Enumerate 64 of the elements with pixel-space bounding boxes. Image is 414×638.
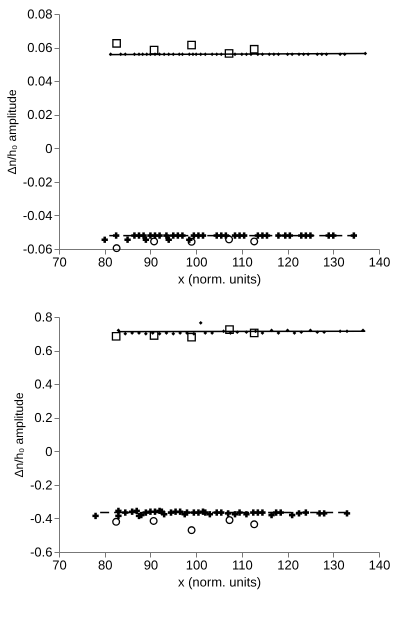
x-tick-label: 100 (186, 558, 208, 572)
y-tick-label: 0 (45, 444, 52, 459)
point (250, 520, 258, 528)
y-tick-label: 0.8 (34, 310, 52, 324)
point (250, 44, 259, 54)
y-tick-label: -0.02 (22, 174, 52, 190)
x-tick-label: 90 (144, 558, 158, 572)
point (187, 332, 196, 342)
x-axis-title: x (norm. units) (178, 272, 262, 286)
point (150, 331, 158, 340)
y-tick-label: 0.06 (27, 40, 52, 56)
y-tick-label: 0.4 (34, 376, 52, 392)
x-tick-label: 140 (368, 558, 390, 572)
point (150, 516, 158, 525)
x-tick-label: 80 (98, 254, 112, 270)
x-tick-label: 70 (52, 254, 67, 270)
point (112, 518, 120, 526)
x-tick-label: 120 (277, 558, 299, 572)
y-axis-title: Δn/h₀ amplitude (12, 392, 26, 478)
point (112, 332, 120, 341)
point (187, 40, 196, 50)
y-tick-label: 0 (45, 140, 52, 156)
point (224, 49, 234, 58)
y-tick-label: -0.06 (22, 242, 52, 256)
x-axis-title: x (norm. units) (178, 574, 262, 590)
point (206, 511, 214, 518)
point (166, 236, 172, 243)
x-tick-label: 130 (322, 558, 345, 572)
x-tick-label: 140 (368, 254, 390, 270)
y-tick-label: -0.2 (30, 477, 52, 492)
y-tick-label: 0.2 (34, 410, 52, 426)
point (124, 236, 131, 243)
point (250, 237, 258, 246)
point (288, 512, 296, 518)
x-tick-label: 130 (322, 254, 345, 270)
point (150, 237, 158, 246)
y-tick-label: 0.08 (27, 6, 52, 22)
y-axis-title: Δn/h₀ amplitude (4, 89, 19, 175)
point (226, 516, 234, 524)
x-tick-label: 90 (144, 254, 158, 270)
x-tick-label: 110 (232, 558, 253, 572)
point (142, 236, 150, 243)
point (150, 46, 158, 54)
point (188, 526, 196, 534)
point (112, 39, 121, 48)
point (144, 332, 148, 336)
point (225, 325, 234, 334)
y-tick-label: -0.4 (30, 510, 52, 526)
y-tick-label: 0.02 (27, 107, 52, 122)
point (134, 508, 140, 514)
y-tick-label: -0.04 (22, 208, 52, 223)
y-tick-label: 0.04 (27, 74, 52, 89)
x-tick-label: 110 (232, 254, 253, 270)
point (112, 244, 121, 252)
x-tick-label: 70 (52, 558, 67, 572)
y-tick-label: -0.6 (30, 544, 52, 560)
x-tick-label: 100 (186, 254, 208, 270)
point (102, 236, 108, 243)
point (92, 512, 99, 520)
x-tick-label: 80 (98, 558, 112, 572)
point (198, 321, 203, 325)
y-tick-label: 0.6 (34, 343, 52, 358)
x-tick-label: 120 (277, 254, 299, 270)
point (250, 328, 259, 338)
